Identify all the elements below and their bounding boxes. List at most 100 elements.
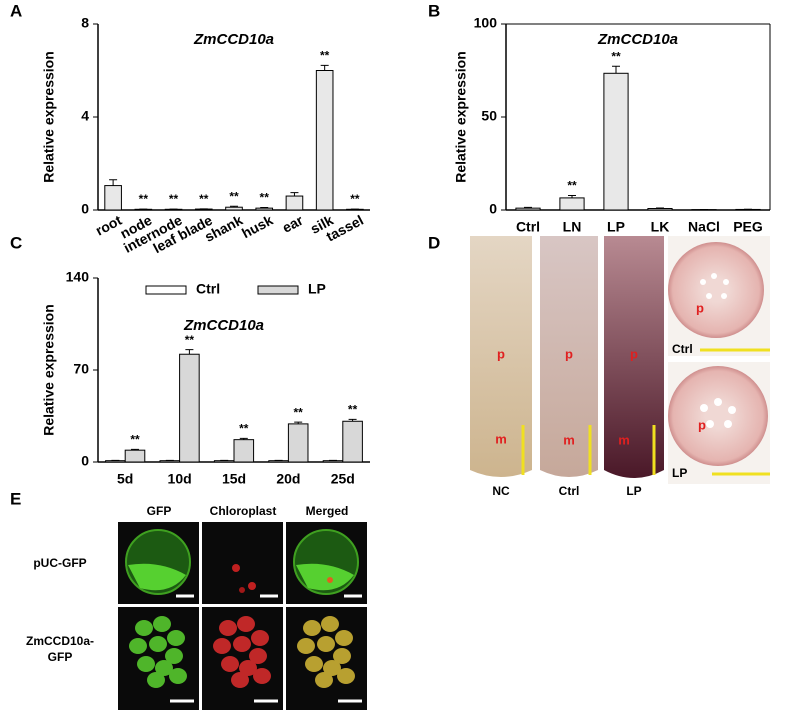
bar [255,207,274,211]
chloroplast [137,656,155,672]
panel-label: A [10,1,22,20]
bar [647,208,673,211]
region-label: m [495,431,507,446]
panel-d: D p p p p p m m m NC Ctrl LP Ctrl LP [428,233,770,498]
chloroplast [231,672,249,688]
region-label: p [696,300,704,315]
x-tick-label: 25d [331,471,355,487]
y-tick-label: 8 [81,15,89,31]
significance-label: ** [239,422,249,436]
x-tick-label: husk [239,212,276,242]
error-bar [239,437,248,440]
error-bar [230,205,238,208]
significance-label: ** [169,192,179,206]
y-tick-label: 0 [489,201,497,217]
chloroplast [317,636,335,652]
significance-label: ** [199,192,209,206]
panel-label: E [10,489,21,508]
region-label: p [698,417,706,432]
error-bar [130,448,139,451]
row-label: GFP [48,650,73,664]
y-tick-label: 50 [481,108,497,124]
chart-title: ZmCCD10a [193,31,274,48]
error-bar [348,418,357,422]
significance-label: ** [320,49,330,63]
significance-label: ** [350,192,360,206]
column-label: Chloroplast [210,504,277,518]
error-bar [568,194,576,198]
x-tick-label: NaCl [688,219,720,235]
column-label: Merged [306,504,349,518]
region-label: m [563,432,575,447]
y-tick-label: 140 [66,269,90,285]
y-tick-label: 0 [81,453,89,469]
legend-swatch [145,285,187,295]
x-tick-label: LK [651,219,670,235]
chloroplast [315,672,333,688]
bar [315,70,334,211]
y-tick-label: 100 [474,15,498,31]
error-bar [294,421,303,424]
bar [124,449,146,463]
legend-label: LP [308,281,326,297]
chloroplast [155,660,173,676]
error-bar [612,65,620,74]
legend-swatch [257,285,299,295]
significance-label: ** [229,189,239,203]
panel-label: D [428,233,440,252]
significance-label: ** [611,49,621,63]
y-axis-label: Relative expression [453,51,469,183]
region-label: p [497,346,505,361]
chloroplast [323,660,341,676]
panel-label: C [10,233,22,252]
chloroplasts [129,616,355,688]
significance-label: ** [260,191,270,205]
image-label: LP [672,466,687,480]
significance-label: ** [185,333,195,347]
chloroplast [169,668,187,684]
error-bar [260,206,269,209]
chloroplast [237,616,255,632]
row-label: pUC-GFP [33,556,86,570]
x-tick-label: LN [563,219,582,235]
legend-label: Ctrl [196,281,220,297]
chloroplast [297,638,315,654]
x-tick-label: 10d [168,471,192,487]
bar [285,195,304,211]
region-label: p [630,346,638,361]
x-tick-label: Ctrl [516,219,540,235]
column-label: GFP [147,504,172,518]
chloroplast [303,620,321,636]
chloroplast [333,648,351,664]
bar [233,439,255,463]
chloroplast [149,636,167,652]
chloroplast [213,638,231,654]
scale-bar [521,348,770,476]
bar [179,353,200,463]
image-label: Ctrl [672,342,693,356]
bar [559,197,585,211]
error-bar [185,349,194,355]
bar [342,420,363,463]
chloroplast [219,620,237,636]
significance-label: ** [294,405,304,419]
bar [287,423,309,463]
x-tick-label: 15d [222,471,246,487]
chloroplast [337,668,355,684]
image-label: Ctrl [559,484,580,498]
root-image [470,236,532,477]
panel-e: E GFP Chloroplast Merged pUC-GFP ZmCCD10… [10,489,367,710]
significance-label: ** [130,433,140,447]
significance-label: ** [567,179,577,193]
chloroplast [233,636,251,652]
cross-section [668,242,764,338]
chloroplast [335,630,353,646]
image-label: NC [492,484,510,498]
bar [603,72,629,211]
chloroplast [221,656,239,672]
x-tick-label: 5d [117,471,133,487]
x-tick-label: LP [607,219,625,235]
x-tick-label: PEG [733,219,763,235]
